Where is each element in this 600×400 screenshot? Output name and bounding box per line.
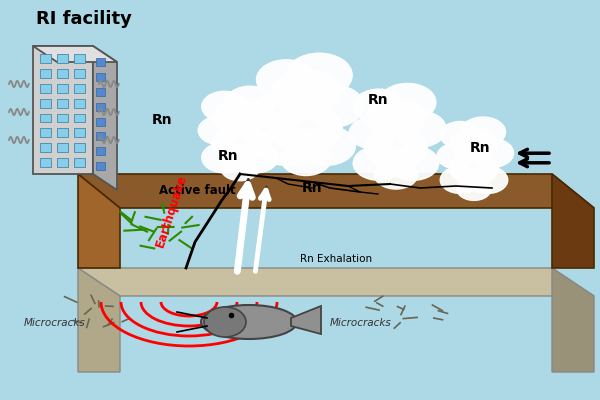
Text: Microcracks: Microcracks [330,318,392,328]
Bar [96,147,105,155]
Bar [57,69,68,78]
Text: Rn: Rn [368,93,388,107]
Text: Rn: Rn [218,149,238,163]
Bar [74,158,85,167]
Polygon shape [93,46,117,190]
Circle shape [301,85,364,127]
Text: Microcracks: Microcracks [24,318,86,328]
Bar [57,114,68,122]
Ellipse shape [204,307,246,337]
Circle shape [457,178,491,200]
Circle shape [257,126,316,166]
Bar [57,99,68,108]
Circle shape [353,146,404,180]
Bar [40,128,51,137]
Bar [40,54,51,63]
Bar [96,118,105,126]
Bar [96,162,105,170]
Ellipse shape [201,305,297,339]
Polygon shape [552,174,594,268]
Text: Rn Exhalation: Rn Exhalation [300,254,372,264]
Circle shape [367,98,425,137]
Polygon shape [552,268,594,372]
Circle shape [202,91,248,122]
Polygon shape [78,268,594,296]
Text: Rn: Rn [302,181,322,195]
Bar [74,114,85,122]
Bar [57,54,68,63]
Circle shape [272,70,340,116]
Text: Rn: Rn [152,113,172,127]
Polygon shape [33,46,93,174]
Bar [74,99,85,108]
Circle shape [461,117,506,147]
Circle shape [198,116,241,145]
Bar [96,58,105,66]
Circle shape [296,126,355,166]
Circle shape [281,142,331,176]
Circle shape [257,60,316,99]
Bar [57,143,68,152]
Polygon shape [78,174,120,268]
Bar [40,114,51,122]
Circle shape [379,83,436,121]
Bar [74,54,85,63]
Bar [74,143,85,152]
Bar [96,132,105,140]
Bar [96,103,105,111]
Circle shape [232,142,278,173]
Bar [40,84,51,93]
Bar [74,84,85,93]
Circle shape [451,128,497,160]
Text: Earthquake: Earthquake [153,173,189,249]
Polygon shape [78,174,594,208]
Text: Rn: Rn [470,141,490,155]
Circle shape [270,104,342,152]
Bar [40,69,51,78]
Bar [40,143,51,152]
Bar [74,69,85,78]
Bar [40,158,51,167]
Circle shape [353,89,404,123]
Bar [57,128,68,137]
Circle shape [212,125,268,163]
Circle shape [437,143,475,169]
Circle shape [236,111,285,143]
Circle shape [202,142,248,173]
Circle shape [365,127,427,169]
Circle shape [440,122,481,148]
Circle shape [449,152,499,184]
Circle shape [440,166,481,194]
Bar [96,73,105,81]
Circle shape [349,117,397,149]
Circle shape [286,53,352,97]
Circle shape [221,155,259,181]
Polygon shape [78,268,120,372]
Circle shape [374,160,418,189]
Circle shape [252,92,307,129]
Bar [40,99,51,108]
Circle shape [470,139,514,168]
Polygon shape [291,306,321,334]
Circle shape [467,166,508,194]
Circle shape [214,99,266,134]
Polygon shape [33,46,117,62]
Circle shape [388,146,439,180]
Bar [57,84,68,93]
Bar [57,158,68,167]
Circle shape [391,111,446,147]
Text: Active fault: Active fault [159,184,236,197]
Text: RI facility: RI facility [36,10,132,28]
Circle shape [225,86,276,120]
Bar [74,128,85,137]
Bar [96,88,105,96]
